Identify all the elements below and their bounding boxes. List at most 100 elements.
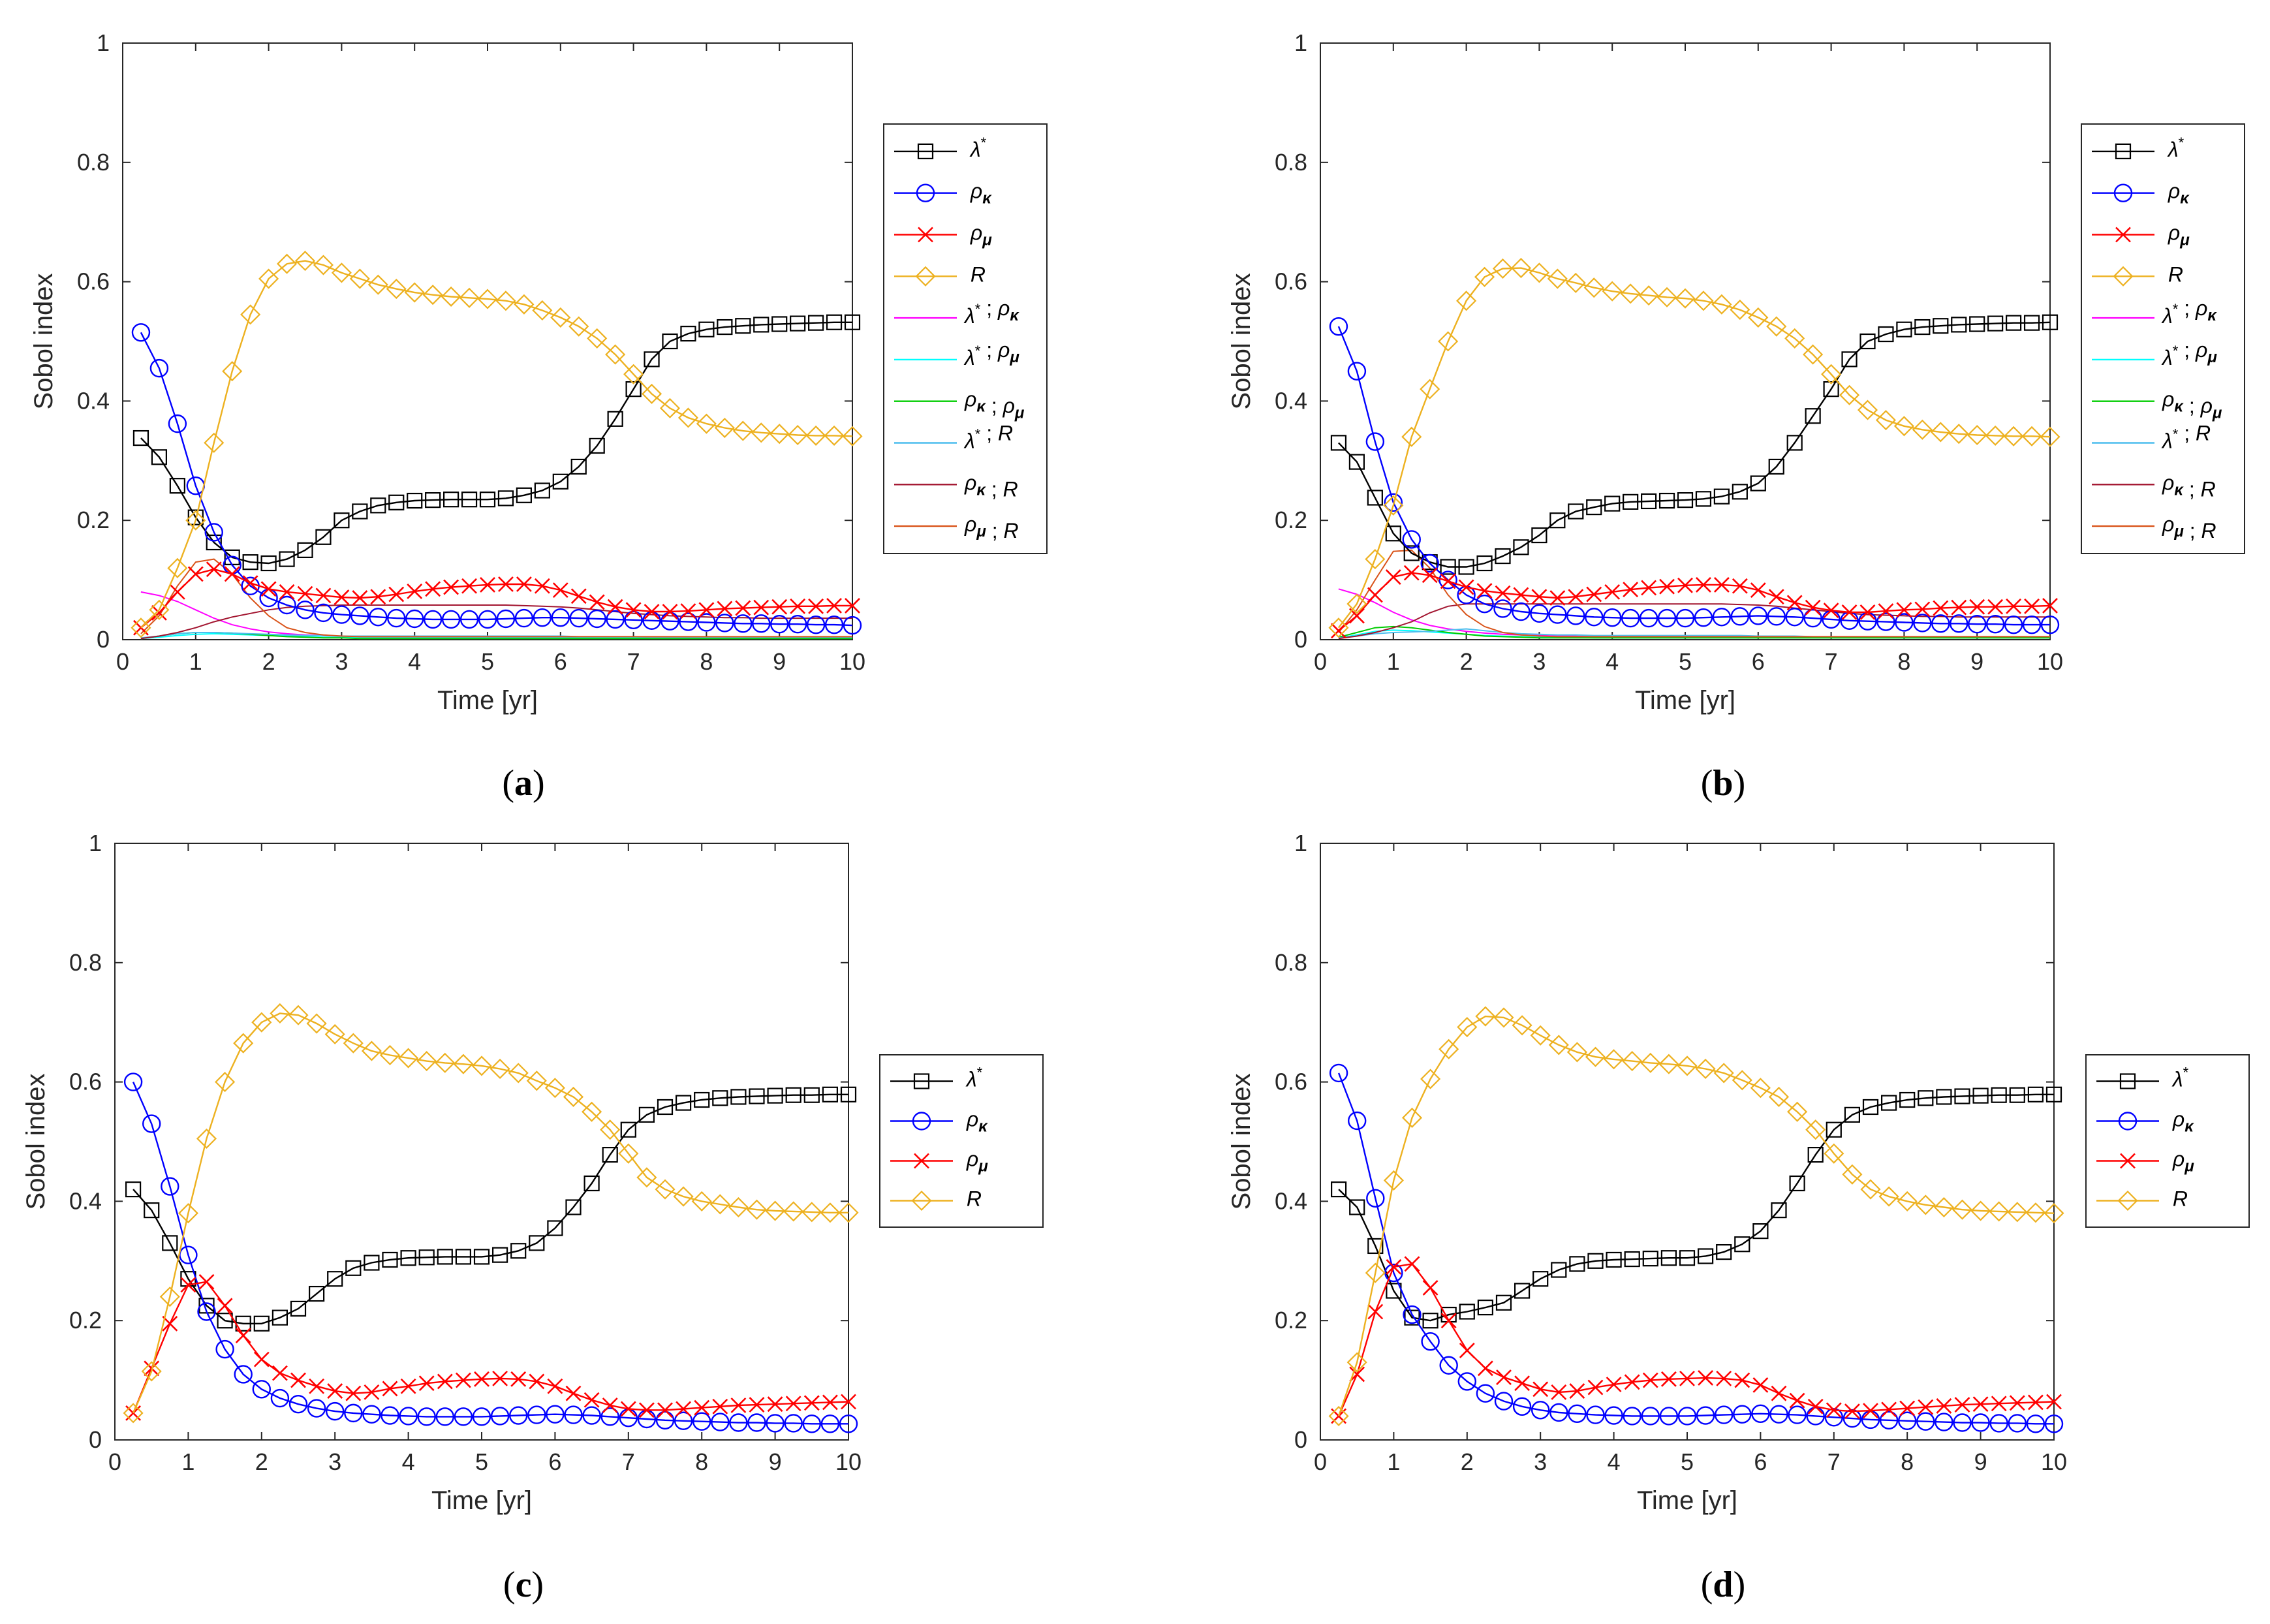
point-rho_mu	[534, 578, 550, 594]
point-R	[1328, 617, 1349, 638]
point-rho_mu	[455, 1372, 471, 1388]
point-rho_mu	[1698, 1370, 1714, 1386]
series-lambda	[1330, 1086, 2062, 1329]
point-R	[343, 1033, 364, 1054]
point-lambda	[698, 321, 715, 337]
point-lambda	[1878, 326, 1894, 343]
point-rho_kappa	[423, 610, 443, 629]
point-R	[1970, 1200, 1991, 1221]
y-tick-label: 1	[1294, 830, 1307, 856]
point-rho_mu	[1805, 599, 1821, 616]
point-lambda	[125, 1181, 142, 1198]
point-rho_mu	[1604, 584, 1621, 600]
x-tick-label: 0	[116, 648, 129, 675]
point-lambda	[1422, 1313, 1438, 1329]
point-lambda	[1786, 435, 1803, 451]
point-rho_kappa	[514, 608, 534, 628]
point-rho_kappa	[399, 1407, 418, 1426]
point-rho_kappa	[234, 1365, 253, 1384]
x-tick-label: 3	[1532, 648, 1546, 675]
point-lambda	[602, 1147, 618, 1163]
y-tick-label: 0	[97, 626, 110, 653]
point-lambda	[1606, 1251, 1622, 1268]
point-lambda	[2009, 1087, 2025, 1103]
legend-item-km: ρκ ; ρμ	[894, 388, 1025, 422]
point-rho_mu	[1440, 573, 1456, 589]
point-rho_kappa	[1586, 1405, 1605, 1424]
point-rho_mu	[510, 1371, 527, 1387]
point-lambda	[260, 555, 277, 572]
point-lambda	[1716, 1243, 1732, 1260]
y-tick-label: 0.2	[77, 507, 110, 533]
point-lambda	[370, 497, 386, 514]
point-R	[514, 294, 535, 315]
point-lambda	[1403, 545, 1420, 561]
point-lambda	[1789, 1175, 1805, 1192]
point-R	[801, 1202, 822, 1223]
series-R	[131, 251, 863, 638]
point-R	[636, 1167, 657, 1188]
point-rho_mu	[2006, 598, 2022, 614]
point-rho_kappa	[679, 612, 698, 631]
point-rho_kappa	[624, 610, 643, 630]
legend-label: R	[2167, 1187, 2188, 1211]
legend-label: λ* ; ρμ	[963, 338, 1019, 369]
point-lambda	[547, 1220, 563, 1236]
x-tick-label: 4	[408, 648, 421, 675]
point-lambda	[694, 1091, 710, 1108]
legend-item-rho_mu: ρμ	[890, 1148, 988, 1176]
panel-caption: (b)	[1701, 763, 1745, 804]
point-lambda	[272, 1309, 288, 1326]
point-R	[582, 1101, 602, 1122]
point-R	[1346, 1352, 1367, 1373]
point-lambda	[187, 509, 204, 525]
point-lambda	[552, 473, 568, 490]
legend-marker	[918, 226, 933, 243]
point-lambda	[1623, 493, 1639, 510]
point-rho_mu	[418, 1375, 435, 1392]
point-rho_mu	[242, 575, 258, 591]
point-rho_kappa	[766, 1414, 785, 1433]
point-rho_kappa	[1566, 606, 1585, 625]
legend-item-R: R	[2092, 263, 2183, 287]
legend-label: ρκ ; R	[964, 471, 1018, 501]
point-rho_kappa	[332, 605, 351, 624]
point-R	[1328, 1405, 1349, 1426]
point-R	[1640, 1052, 1661, 1073]
legend-label: ρκ	[2167, 1108, 2194, 1136]
point-R	[331, 262, 352, 283]
point-rho_mu	[620, 1401, 636, 1417]
x-tick-label: 8	[695, 1448, 708, 1475]
x-tick-label: 10	[2037, 648, 2063, 675]
point-lambda	[1495, 1294, 1512, 1311]
point-rho_kappa	[1438, 570, 1457, 589]
legend-item-lambda: λ*	[890, 1064, 983, 1091]
point-lambda	[1844, 1106, 1860, 1123]
point-lambda	[807, 315, 824, 331]
point-rho_kappa	[215, 1339, 234, 1359]
point-rho_mu	[644, 604, 660, 619]
point-lambda	[1549, 512, 1566, 529]
x-tick-label: 2	[262, 648, 275, 675]
point-lambda	[510, 1243, 527, 1259]
point-lambda	[730, 1089, 747, 1105]
point-R	[398, 1048, 419, 1069]
point-lambda	[767, 1087, 783, 1104]
legend-item-lambda: λ*	[2092, 134, 2184, 161]
point-R	[1530, 1025, 1551, 1046]
point-rho_kappa	[1714, 1405, 1734, 1424]
point-lambda	[407, 492, 423, 509]
point-lambda	[1896, 321, 1912, 337]
x-tick-label: 1	[1387, 648, 1400, 675]
point-rho_mu	[1549, 590, 1566, 606]
point-rho_kappa	[149, 358, 169, 378]
series-line-km	[1338, 625, 2050, 639]
point-rho_mu	[1659, 578, 1675, 595]
x-tick-label: 10	[2041, 1448, 2067, 1475]
point-rho_mu	[1568, 589, 1584, 605]
point-R	[324, 1023, 345, 1045]
point-rho_mu	[217, 1298, 233, 1314]
point-rho_kappa	[1749, 606, 1768, 625]
y-tick-label: 0.6	[1275, 1069, 1307, 1095]
point-lambda	[2042, 314, 2059, 330]
